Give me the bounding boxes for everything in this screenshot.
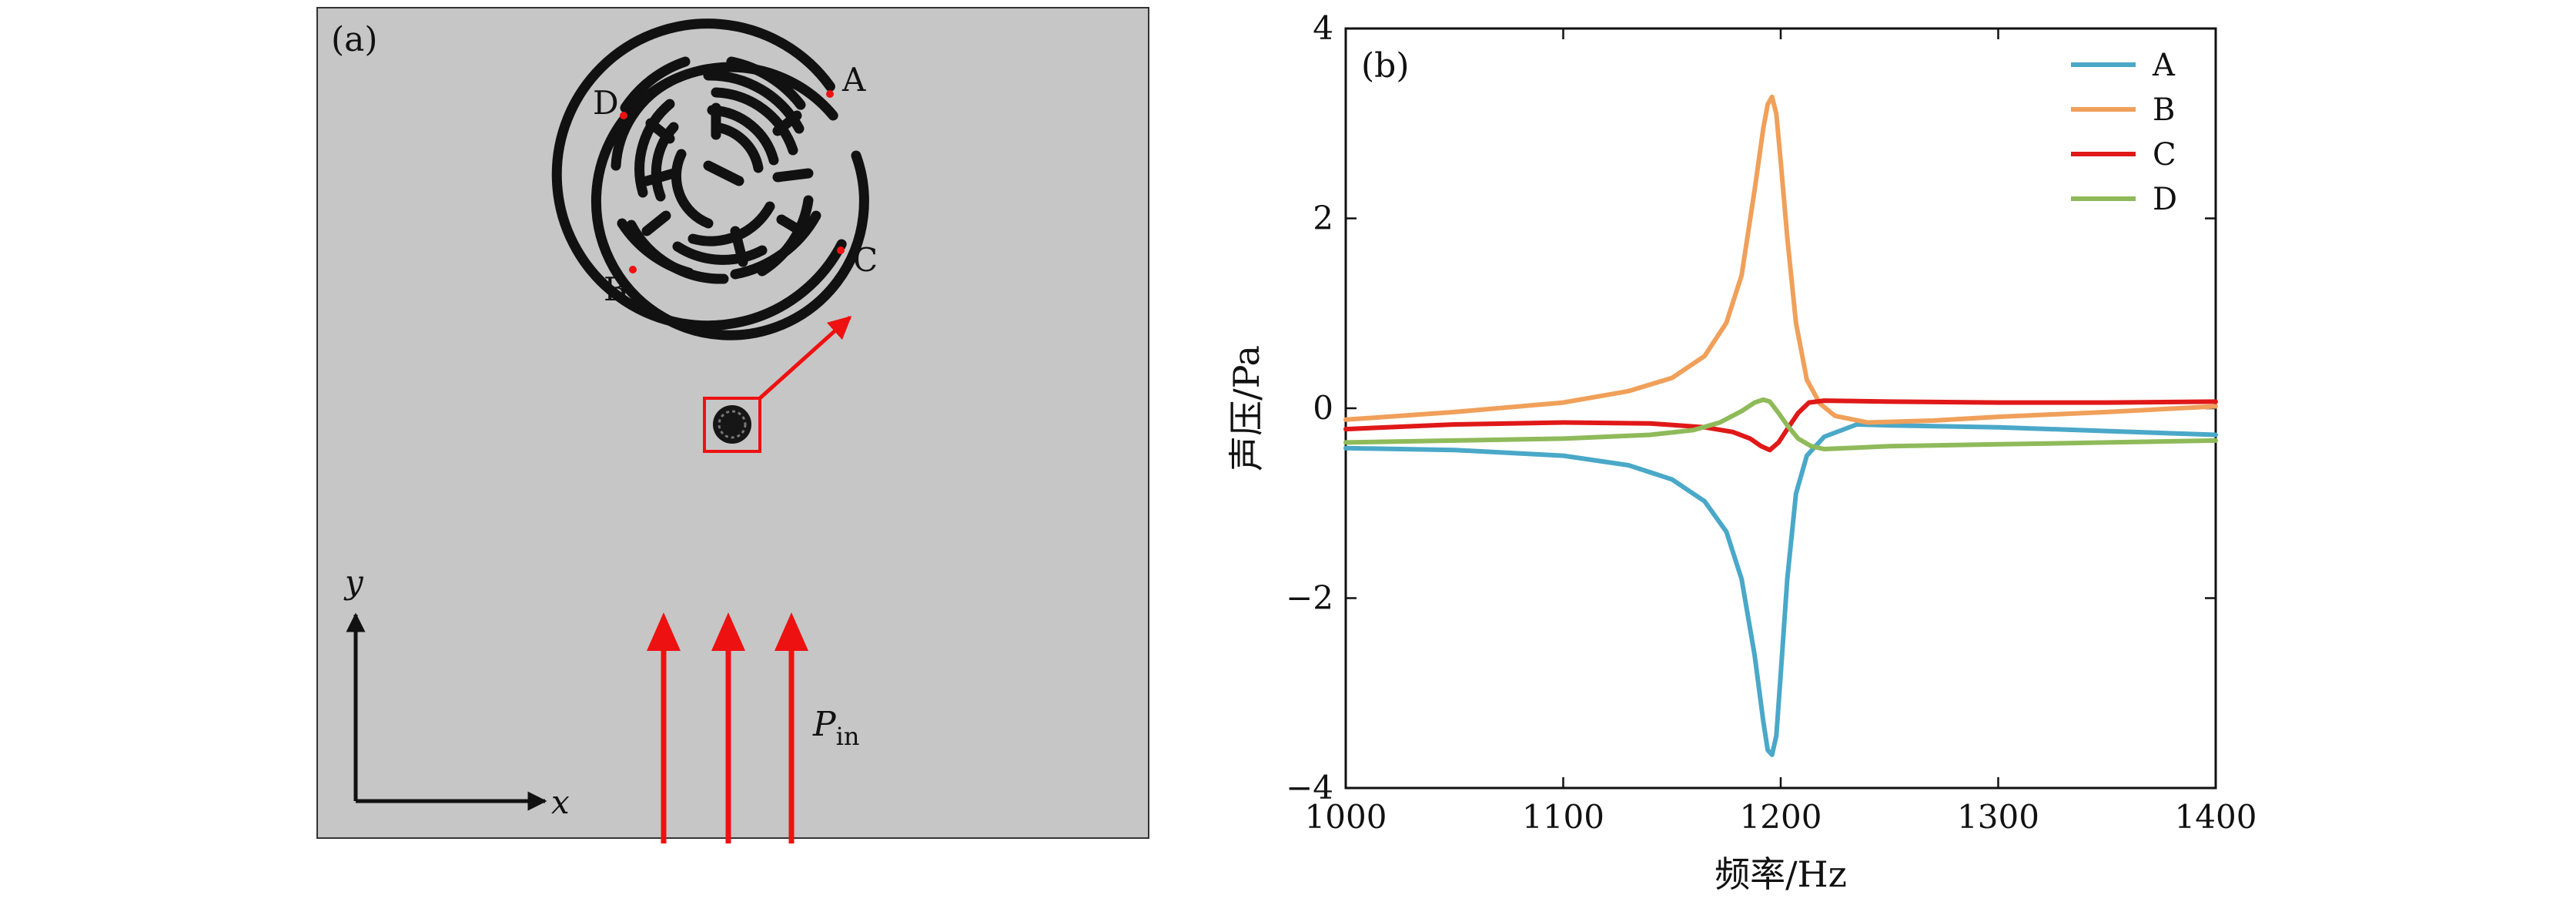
series-lines bbox=[1343, 94, 2218, 757]
x-axis-letter: x bbox=[551, 783, 570, 821]
point-a-marker bbox=[826, 90, 834, 98]
coordinate-axes: y x bbox=[343, 563, 570, 821]
point-d-marker bbox=[620, 112, 627, 119]
point-c-marker bbox=[837, 246, 845, 254]
x-tick-label-0: 1000 bbox=[1305, 798, 1387, 836]
x-axis-title: 频率/Hz bbox=[1715, 853, 1847, 895]
small-scatterer-texture bbox=[718, 410, 747, 439]
y-tick-label-3: 2 bbox=[1313, 200, 1333, 237]
y-axis-title: 声压/Pa bbox=[1226, 345, 1267, 471]
zoom-box bbox=[703, 397, 761, 453]
y-axis-letter: y bbox=[343, 563, 364, 601]
point-a-label: A bbox=[841, 61, 866, 99]
x-tick-label-4: 1400 bbox=[2175, 798, 2257, 836]
measurement-points: A B C D bbox=[593, 61, 878, 308]
panel-a-schematic: (a) bbox=[316, 7, 1149, 843]
y-tick-label-2: 0 bbox=[1313, 389, 1333, 427]
y-tick-label-4: 4 bbox=[1313, 9, 1333, 47]
incident-arrowhead-2 bbox=[711, 612, 745, 651]
zoom-arrow bbox=[758, 315, 852, 400]
legend-label-b: B bbox=[2153, 92, 2175, 128]
point-b-marker bbox=[629, 266, 637, 273]
panel-a-label: (a) bbox=[331, 20, 378, 59]
legend-label-d: D bbox=[2153, 182, 2177, 217]
series-line-d bbox=[1343, 397, 2218, 451]
legend-label-c: C bbox=[2153, 137, 2176, 173]
x-tick-label-2: 1200 bbox=[1740, 798, 1822, 836]
incident-label-subscript: in bbox=[836, 722, 860, 751]
legend-label-a: A bbox=[2152, 48, 2176, 83]
x-tick-label-3: 1300 bbox=[1957, 798, 2039, 836]
incident-arrowhead-1 bbox=[647, 612, 681, 651]
y-tick-label-1: −2 bbox=[1286, 579, 1333, 617]
y-tick-label-0: −4 bbox=[1286, 769, 1333, 806]
incident-wave-arrows: Pin bbox=[647, 612, 859, 843]
tick-labels: 1000 1100 1200 1300 1400 −4 −2 0 2 4 bbox=[1286, 9, 2257, 836]
panel-b-label: (b) bbox=[1361, 46, 1410, 86]
x-tick-label-1: 1100 bbox=[1522, 798, 1604, 836]
incident-label: Pin bbox=[812, 705, 859, 751]
point-d-label: D bbox=[593, 84, 619, 122]
labyrinth-metamaterial bbox=[551, 18, 869, 340]
point-b-label: B bbox=[604, 270, 627, 308]
series-line-c bbox=[1343, 398, 2218, 453]
series-line-b bbox=[1343, 94, 2218, 425]
incident-arrowhead-3 bbox=[774, 612, 808, 651]
point-c-label: C bbox=[853, 241, 878, 279]
